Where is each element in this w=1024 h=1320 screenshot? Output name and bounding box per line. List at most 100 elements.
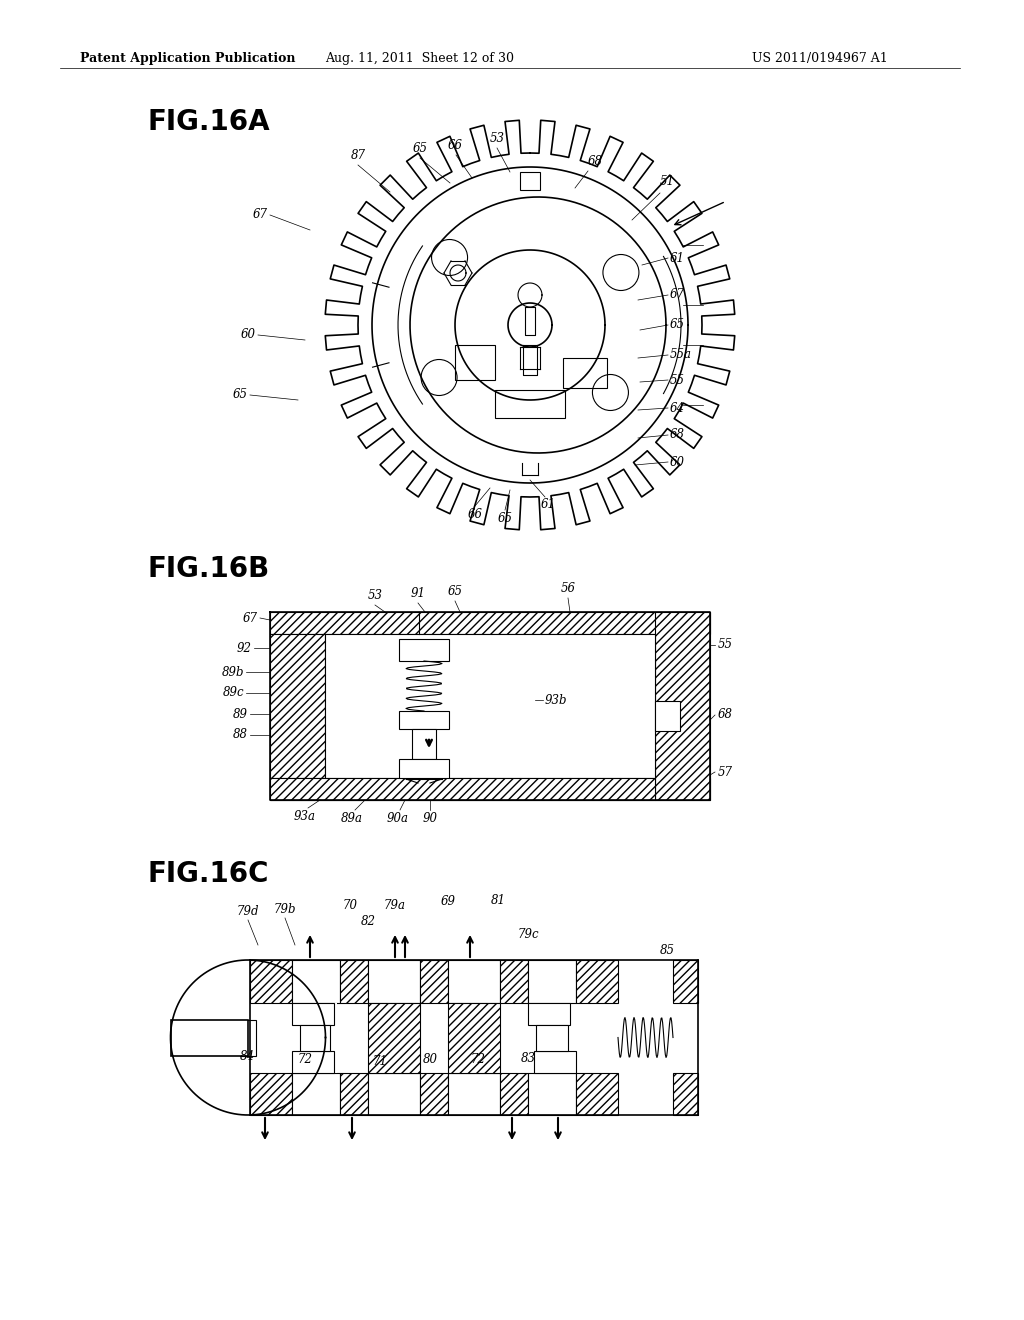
Text: 65: 65: [233, 388, 248, 401]
Bar: [673, 960, 698, 1002]
Text: 88: 88: [233, 729, 248, 742]
Text: 55a: 55a: [670, 348, 692, 362]
Text: 79c: 79c: [518, 928, 540, 941]
Bar: [340, 960, 368, 1002]
Text: 79b: 79b: [273, 903, 296, 916]
Bar: [250, 1072, 292, 1115]
Bar: [292, 1051, 334, 1072]
Text: 51: 51: [660, 176, 675, 187]
Text: 91: 91: [411, 587, 426, 601]
Text: Aug. 11, 2011  Sheet 12 of 30: Aug. 11, 2011 Sheet 12 of 30: [326, 51, 514, 65]
Bar: [420, 960, 449, 1002]
Bar: [420, 1072, 449, 1115]
Text: 57: 57: [718, 766, 733, 779]
Text: 61: 61: [541, 498, 555, 511]
Text: 69: 69: [440, 895, 456, 908]
Text: 53: 53: [368, 589, 383, 602]
Bar: [340, 1072, 368, 1115]
Text: FIG.16A: FIG.16A: [148, 108, 270, 136]
Text: 90: 90: [423, 812, 437, 825]
Text: 61: 61: [670, 252, 685, 264]
Bar: [655, 612, 710, 800]
Text: 90a: 90a: [387, 812, 409, 825]
Text: 80: 80: [423, 1053, 437, 1067]
Bar: [449, 960, 500, 1002]
Bar: [300, 1024, 330, 1051]
Text: 67: 67: [243, 611, 258, 624]
Text: 68: 68: [670, 429, 685, 441]
Bar: [449, 1072, 500, 1115]
Text: 65: 65: [498, 512, 512, 525]
Text: 83: 83: [520, 1052, 536, 1065]
Text: 87: 87: [350, 149, 366, 162]
Text: 82: 82: [360, 915, 376, 928]
Text: FIG.16C: FIG.16C: [148, 861, 269, 888]
Bar: [500, 960, 528, 1002]
Bar: [655, 701, 680, 731]
Bar: [399, 639, 449, 661]
Text: 89: 89: [233, 708, 248, 721]
Bar: [455, 345, 495, 380]
Bar: [292, 1072, 340, 1115]
Text: 65: 65: [413, 143, 427, 154]
Text: 70: 70: [342, 899, 357, 912]
Bar: [368, 960, 420, 1002]
Text: 81: 81: [490, 894, 506, 907]
Bar: [500, 1072, 528, 1115]
Bar: [495, 389, 565, 418]
Text: 53: 53: [489, 132, 505, 145]
Bar: [270, 777, 655, 800]
Text: 60: 60: [670, 455, 685, 469]
Bar: [368, 1072, 420, 1115]
Bar: [368, 1002, 420, 1072]
Text: 72: 72: [298, 1053, 312, 1067]
Text: 67: 67: [670, 289, 685, 301]
Bar: [575, 960, 618, 1002]
Text: 56: 56: [560, 582, 575, 595]
Text: US 2011/0194967 A1: US 2011/0194967 A1: [752, 51, 888, 65]
Bar: [534, 1051, 575, 1072]
Text: 79a: 79a: [384, 899, 406, 912]
Bar: [536, 1024, 568, 1051]
Text: 84: 84: [240, 1049, 255, 1063]
Text: 93a: 93a: [294, 810, 316, 822]
Bar: [270, 777, 710, 800]
Text: 66: 66: [468, 508, 482, 521]
Text: 89a: 89a: [341, 812, 362, 825]
Bar: [292, 960, 340, 1002]
Text: 89c: 89c: [222, 686, 244, 700]
Bar: [171, 1019, 248, 1056]
Bar: [563, 358, 607, 388]
Text: 89b: 89b: [221, 665, 244, 678]
Bar: [250, 960, 292, 1002]
Bar: [528, 960, 575, 1002]
Bar: [270, 634, 325, 777]
Bar: [270, 612, 710, 634]
Bar: [449, 1002, 500, 1072]
Bar: [412, 729, 436, 759]
Text: 60: 60: [241, 329, 256, 342]
Text: 93b: 93b: [545, 693, 567, 706]
Text: Patent Application Publication: Patent Application Publication: [80, 51, 296, 65]
Bar: [673, 1072, 698, 1115]
Text: 55: 55: [718, 639, 733, 652]
Text: 67: 67: [253, 209, 268, 222]
Text: 66: 66: [447, 139, 463, 152]
Bar: [292, 1002, 334, 1024]
Bar: [528, 1002, 570, 1024]
Text: FIG.16B: FIG.16B: [148, 554, 270, 583]
Bar: [240, 1019, 256, 1056]
Text: 65: 65: [670, 318, 685, 331]
Text: 68: 68: [718, 709, 733, 722]
Text: 85: 85: [660, 944, 675, 957]
Text: 55: 55: [670, 374, 685, 387]
Bar: [325, 634, 655, 777]
Bar: [295, 1002, 337, 1072]
Bar: [520, 172, 540, 190]
Bar: [575, 1072, 618, 1115]
Text: 92: 92: [237, 642, 252, 655]
Bar: [399, 711, 449, 729]
Bar: [399, 759, 449, 779]
Text: 68: 68: [588, 154, 603, 168]
Bar: [528, 1072, 575, 1115]
